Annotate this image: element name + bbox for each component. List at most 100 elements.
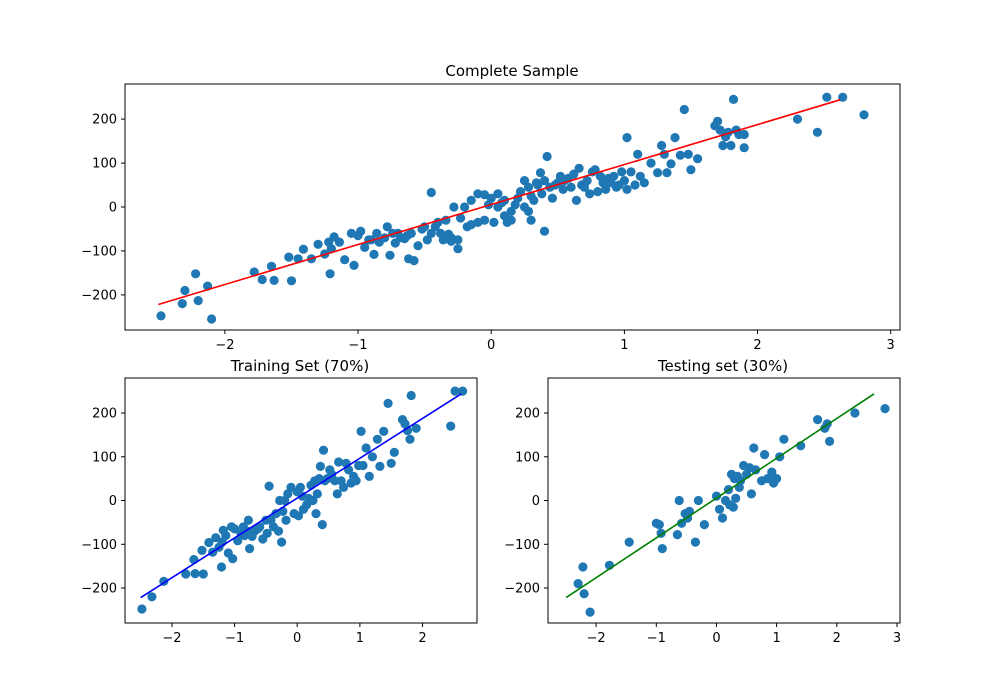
training-set-point-14: [216, 562, 227, 572]
testing-set-point-0: [573, 579, 583, 589]
training-set-point-88: [389, 447, 399, 457]
training-set-ytick-label-1: −100: [81, 538, 117, 553]
complete-sample-point-77: [489, 217, 499, 227]
complete-sample-point-0: [156, 311, 166, 321]
testing-set-ytick-label-2: 0: [532, 494, 540, 509]
training-set-plot-frame: [124, 377, 478, 624]
training-set-point-7: [198, 569, 208, 579]
testing-set-point-21: [717, 513, 728, 523]
testing-set-point-26: [728, 502, 738, 512]
complete-sample-point-6: [207, 314, 217, 324]
complete-sample-point-8: [257, 274, 267, 285]
training-set-point-91: [402, 425, 413, 436]
complete-sample-point-96: [537, 189, 547, 199]
testing-set-point-43: [772, 474, 782, 484]
testing-set-panel: Testing set (30%) −2 −1 0 1 2 3 −200 −100 0 100 20…: [504, 357, 901, 646]
complete-sample-plot-frame: [124, 83, 901, 331]
testing-set-point-2: [579, 589, 589, 599]
training-set-axes: −2 −1 0 1 2 −200 −100 0 100 200: [81, 407, 426, 647]
testing-set-xtick-label-4: 2: [833, 631, 841, 646]
complete-sample-point-65: [479, 215, 490, 225]
complete-sample-point-101: [547, 193, 558, 203]
complete-sample-ytick-label-4: 200: [92, 113, 117, 128]
complete-sample-point-28: [360, 242, 370, 252]
complete-sample-point-97: [539, 176, 550, 186]
testing-set-point-45: [779, 434, 789, 444]
complete-sample-point-11: [284, 252, 294, 262]
complete-sample-point-82: [506, 215, 516, 225]
training-set-xtick-label-0: −2: [162, 631, 181, 646]
complete-sample-point-69: [426, 187, 436, 198]
complete-sample-point-61: [460, 202, 470, 212]
complete-sample-point-111: [574, 163, 584, 173]
complete-sample-ytick-label-3: 100: [92, 157, 117, 172]
testing-set-regression-line: [565, 393, 875, 599]
training-set-point-86: [383, 398, 393, 408]
testing-set-point-3: [585, 607, 595, 617]
training-set-point-18: [228, 554, 238, 564]
training-set-ytick-label-4: 200: [92, 407, 117, 422]
complete-sample-point-109: [569, 169, 579, 179]
training-set-xtick-label-2: 0: [293, 631, 301, 646]
complete-sample-point-155: [728, 94, 739, 104]
testing-set-point-20: [714, 504, 725, 514]
training-set-point-68: [332, 489, 342, 499]
complete-sample-point-60: [456, 213, 466, 223]
complete-sample-xtick-label-2: 0: [487, 338, 495, 353]
complete-sample-point-136: [646, 158, 656, 168]
testing-set-xtick-label-2: 0: [712, 631, 720, 646]
training-set-point-83: [372, 434, 382, 444]
complete-sample-point-10: [269, 275, 279, 285]
testing-set-ytick-label-0: −200: [504, 582, 540, 597]
complete-sample-ytick-label-1: −100: [81, 244, 117, 259]
complete-sample-point-72: [466, 195, 476, 205]
training-set-point-26: [245, 544, 255, 554]
training-set-point-81: [364, 471, 374, 481]
complete-sample-point-129: [622, 184, 632, 194]
complete-sample-point-114: [582, 176, 592, 186]
complete-sample-point-147: [693, 154, 703, 164]
complete-sample-axes: −2 −1 0 1 2 3 −200 −100 0 100 200: [81, 113, 895, 353]
testing-set-point-16: [690, 537, 701, 547]
complete-sample-point-4: [193, 296, 203, 306]
complete-sample-point-9: [266, 261, 277, 271]
training-set-point-97: [458, 386, 468, 396]
complete-sample-point-22: [334, 237, 344, 247]
testing-set-point-50: [825, 436, 835, 446]
training-set-point-69: [334, 457, 344, 467]
complete-sample-point-138: [657, 140, 667, 151]
testing-set-point-17: [693, 495, 704, 506]
complete-sample-point-23: [340, 255, 350, 265]
testing-set-point-19: [711, 491, 722, 501]
training-set-point-25: [243, 515, 253, 525]
training-set-point-94: [411, 423, 421, 433]
complete-sample-xtick-label-3: 1: [620, 338, 628, 353]
complete-sample-point-50: [426, 228, 436, 238]
complete-sample-point-2: [180, 285, 190, 296]
complete-sample-point-151: [718, 140, 728, 151]
complete-sample-point-25: [349, 260, 359, 270]
complete-sample-point-91: [526, 215, 536, 225]
training-set-point-43: [281, 515, 291, 525]
complete-sample-point-21: [325, 269, 335, 279]
complete-sample-point-45: [409, 256, 419, 266]
complete-sample-point-137: [653, 168, 663, 178]
complete-sample-point-31: [369, 249, 379, 259]
testing-set-point-39: [760, 450, 770, 460]
training-set-point-38: [273, 526, 284, 536]
complete-sample-point-143: [675, 150, 685, 160]
training-set-point-84: [375, 461, 385, 471]
complete-sample-points: [156, 92, 869, 324]
complete-sample-point-1: [177, 299, 187, 309]
complete-sample-point-159: [739, 129, 749, 140]
testing-set-title: Testing set (30%): [657, 357, 788, 375]
testing-set-point-12: [677, 518, 687, 528]
training-set-xtick-label-4: 2: [418, 631, 426, 646]
training-set-point-71: [339, 482, 349, 492]
complete-sample-point-85: [515, 187, 526, 197]
training-set-point-37: [271, 508, 281, 519]
complete-sample-point-163: [838, 92, 848, 102]
complete-sample-point-145: [683, 149, 693, 159]
training-set-panel: Training Set (70%) −2 −1 0 1 2 −200 −100 0 100 20…: [81, 357, 478, 647]
